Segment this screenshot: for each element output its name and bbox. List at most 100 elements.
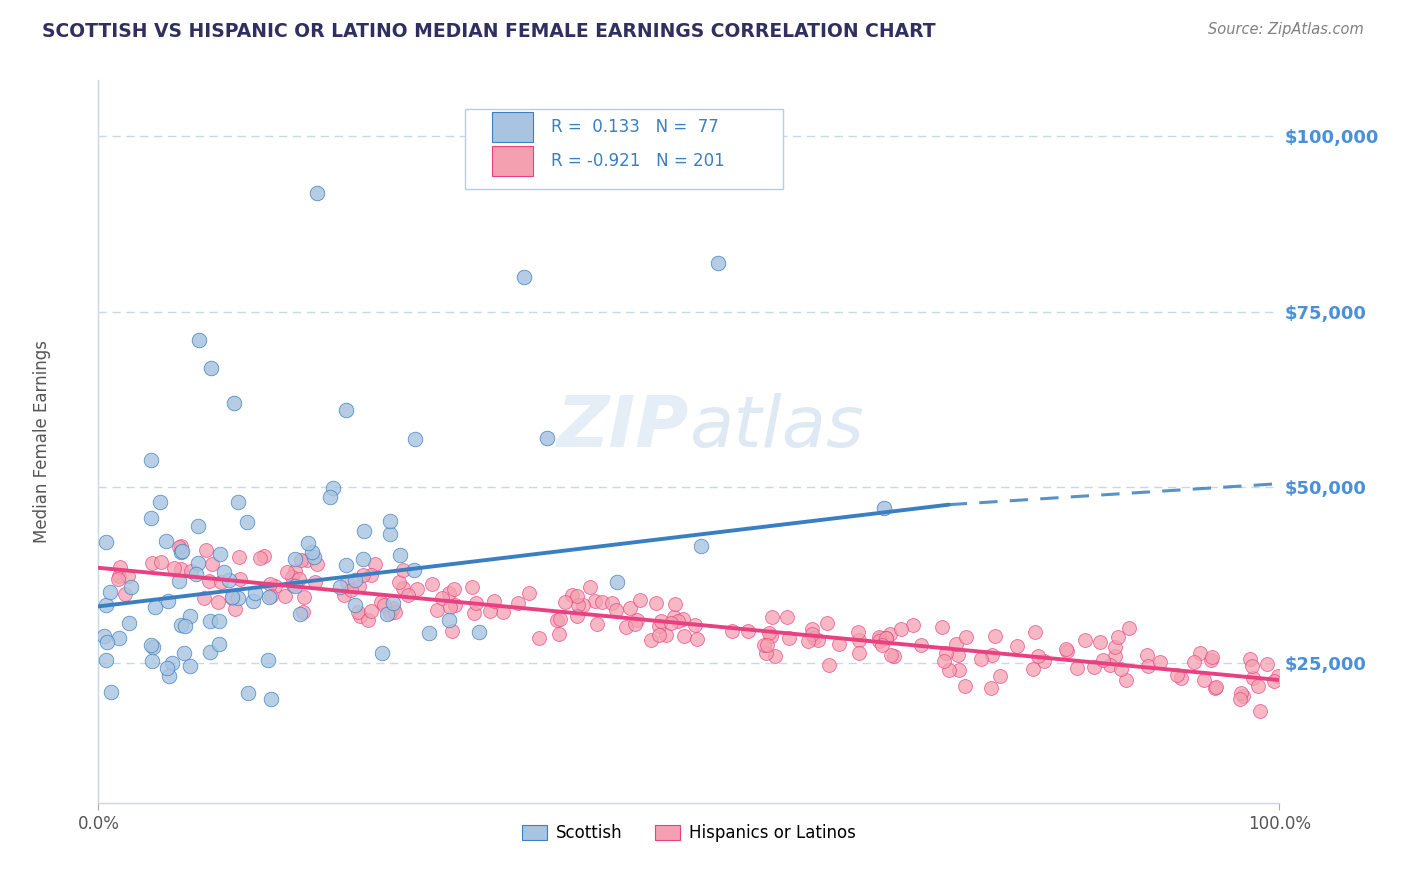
- Text: atlas: atlas: [689, 392, 863, 461]
- Point: [346, 605, 368, 619]
- Point: [931, 620, 953, 634]
- Point: [1166, 668, 1188, 682]
- Point: [179, 609, 201, 624]
- Point: [319, 490, 342, 504]
- Point: [141, 638, 163, 652]
- Point: [284, 579, 307, 593]
- Point: [572, 598, 595, 612]
- Point: [259, 577, 281, 591]
- Point: [910, 638, 932, 652]
- Point: [527, 632, 550, 646]
- Point: [671, 612, 693, 626]
- Point: [360, 604, 382, 618]
- Point: [619, 600, 641, 615]
- Point: [360, 568, 382, 582]
- Bar: [492, 112, 533, 143]
- Point: [302, 550, 325, 565]
- Point: [172, 543, 194, 558]
- Point: [662, 609, 685, 624]
- Point: [373, 599, 395, 613]
- Point: [758, 625, 780, 640]
- Point: [980, 648, 1002, 663]
- Point: [1182, 655, 1205, 669]
- Point: [167, 540, 190, 554]
- Point: [93, 629, 115, 643]
- Point: [761, 610, 783, 624]
- Point: [953, 679, 976, 693]
- Text: R = -0.921   N = 201: R = -0.921 N = 201: [551, 153, 724, 170]
- Point: [170, 562, 193, 576]
- Point: [1149, 655, 1171, 669]
- Point: [392, 563, 415, 577]
- Point: [848, 633, 870, 648]
- Point: [1056, 643, 1078, 657]
- Point: [437, 613, 460, 627]
- Point: [763, 648, 786, 663]
- Point: [117, 616, 139, 631]
- Point: [935, 646, 957, 660]
- Point: [517, 586, 540, 600]
- Point: [228, 550, 250, 565]
- Point: [281, 577, 304, 591]
- Point: [797, 634, 820, 648]
- Point: [579, 580, 602, 594]
- Point: [1267, 669, 1289, 683]
- Point: [1109, 662, 1132, 676]
- Point: [1205, 680, 1227, 694]
- Point: [901, 617, 924, 632]
- Point: [388, 574, 411, 589]
- Point: [236, 686, 259, 700]
- Point: [661, 616, 683, 631]
- Point: [96, 634, 118, 648]
- Point: [1136, 658, 1159, 673]
- Point: [179, 659, 201, 673]
- Point: [605, 603, 627, 617]
- Point: [650, 614, 672, 628]
- Point: [946, 648, 969, 662]
- Point: [444, 598, 467, 612]
- Point: [482, 594, 505, 608]
- Point: [1232, 689, 1254, 703]
- Point: [614, 619, 637, 633]
- Point: [873, 501, 896, 516]
- Point: [1229, 691, 1251, 706]
- Point: [384, 605, 406, 619]
- Point: [640, 633, 662, 648]
- Point: [226, 591, 249, 606]
- Point: [329, 581, 352, 595]
- Point: [305, 558, 328, 572]
- Point: [420, 577, 443, 591]
- Point: [187, 333, 209, 347]
- Point: [468, 624, 491, 639]
- Point: [1204, 681, 1226, 696]
- Point: [1107, 630, 1129, 644]
- Point: [173, 619, 195, 633]
- Point: [404, 432, 426, 446]
- Point: [173, 646, 195, 660]
- Point: [685, 632, 707, 646]
- Point: [292, 590, 315, 604]
- Text: Source: ZipAtlas.com: Source: ZipAtlas.com: [1208, 22, 1364, 37]
- Point: [207, 595, 229, 609]
- Point: [883, 648, 905, 663]
- Point: [890, 622, 912, 636]
- Point: [198, 574, 221, 588]
- Point: [139, 510, 162, 524]
- Point: [200, 360, 222, 375]
- Point: [260, 589, 283, 603]
- Point: [548, 612, 571, 626]
- Point: [208, 637, 231, 651]
- Point: [157, 669, 180, 683]
- Point: [1005, 639, 1028, 653]
- Point: [1118, 621, 1140, 635]
- Point: [96, 598, 118, 612]
- Point: [186, 519, 208, 533]
- Point: [875, 631, 897, 645]
- Point: [170, 618, 193, 632]
- Point: [378, 606, 401, 620]
- Point: [1104, 640, 1126, 654]
- Point: [1230, 686, 1253, 700]
- Point: [955, 630, 977, 644]
- Point: [242, 593, 264, 607]
- Point: [332, 588, 354, 602]
